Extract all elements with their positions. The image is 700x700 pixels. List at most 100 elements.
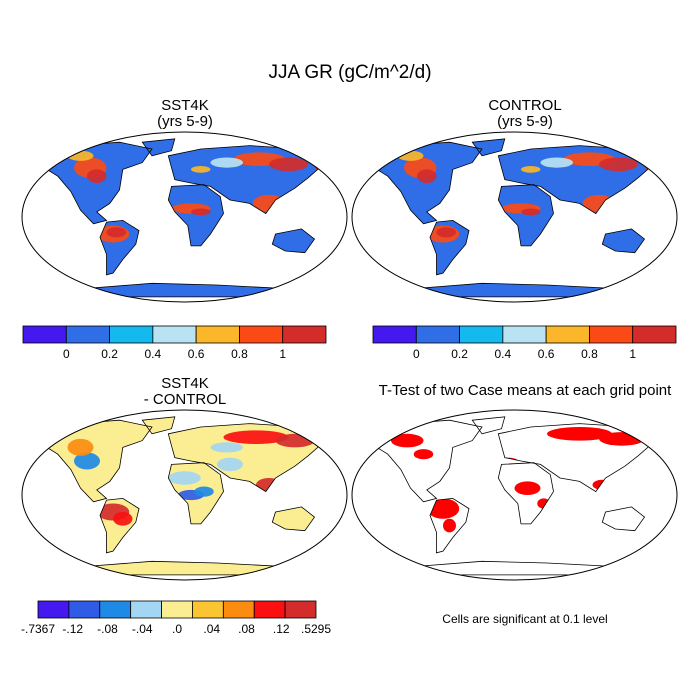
colorbar-swatch (68, 600, 101, 619)
coastline-north-america (371, 141, 483, 225)
colorbar-swatch (99, 600, 132, 619)
colorbar-tick-label: .08 (238, 622, 255, 636)
colorbar-tick-label: -.12 (62, 622, 83, 636)
coastline-greenland (471, 416, 506, 435)
coastline-north-america (41, 419, 153, 503)
colorbar-tick-label: 0.4 (495, 347, 512, 361)
coastline-eurasia (167, 423, 329, 493)
map-panel-diff (21, 409, 348, 581)
colorbar-swatch (161, 600, 193, 619)
value-region (644, 160, 658, 172)
colorbar-swatch (253, 600, 286, 619)
significant-region (514, 481, 541, 496)
colorbar-tick-label: 0.6 (538, 347, 555, 361)
coastline-south-america (429, 219, 470, 276)
colorbar-control: 0 0.2 0.4 0.6 0.8 1 (372, 325, 677, 361)
colorbar-sst4k: 0 0.2 0.4 0.6 0.8 1 (22, 325, 327, 361)
value-region (223, 430, 289, 445)
coastline-eurasia (167, 145, 329, 215)
value-region (210, 442, 243, 453)
coastline-south-america (429, 497, 470, 554)
colorbar-swatch (239, 325, 284, 344)
coastline-africa (497, 184, 554, 247)
land-africa (168, 184, 224, 246)
coastline-australia (601, 506, 646, 532)
coastline-greenland (141, 416, 176, 435)
colorbar-tick-label: 0.8 (231, 347, 248, 361)
colorbar-swatch (415, 325, 460, 344)
colorbar-tick-label: -.04 (132, 622, 153, 636)
panel-title-line1: CONTROL (488, 97, 562, 114)
land-australia (602, 228, 645, 253)
value-region (540, 157, 573, 168)
land-antarctica (80, 561, 289, 575)
colorbar-swatch (545, 325, 590, 344)
panel-title-line2: - CONTROL (143, 391, 227, 408)
colorbar-tick-label: 0.6 (188, 347, 205, 361)
value-region (314, 160, 328, 172)
value-region (599, 157, 638, 172)
colorbar-tick-label: .0 (172, 622, 182, 636)
map-border (351, 131, 678, 303)
ocean (352, 410, 677, 580)
value-region (436, 227, 456, 238)
panel-title-line2: (yrs 5-9) (157, 113, 213, 130)
map-panel-control (351, 131, 678, 303)
map-panel-sst4k (21, 131, 348, 303)
colorbar-swatch (502, 325, 547, 344)
significant-region (391, 433, 424, 448)
value-region (521, 208, 541, 216)
colorbar-swatch (37, 600, 70, 619)
colorbar-swatch (65, 325, 110, 344)
colorbar-swatch (284, 600, 317, 619)
coastline-africa (497, 462, 554, 525)
value-region (194, 486, 214, 497)
panel-title-line1: SST4K (161, 375, 209, 392)
value-region (417, 169, 437, 183)
panel-title-diff: SST4K - CONTROL (20, 376, 350, 408)
coastline-eurasia (497, 423, 659, 493)
colorbar-diff: -.7367 -.12 -.08 -.04 .0 .04 .08 .12 .5295 (21, 600, 331, 636)
coastline-south-america (99, 497, 140, 554)
panel-title-line1: T-Test of two Case means at each grid po… (378, 382, 672, 399)
colorbar-swatch (589, 325, 634, 344)
coastline-eurasia (497, 145, 659, 215)
colorbar-tick-label: .04 (203, 622, 220, 636)
colorbar-tick-label: 1 (629, 347, 636, 361)
colorbar-tick-label: 0 (413, 347, 420, 361)
land-north-america (371, 142, 482, 224)
coastline-greenland (141, 138, 176, 157)
colorbar-tick-label: -.7367 (21, 622, 55, 636)
colorbar-tick-label: 0.8 (581, 347, 598, 361)
coastline-australia (271, 506, 316, 532)
significant-region (547, 427, 612, 441)
colorbar-swatch (459, 325, 504, 344)
colorbar-tick-label: .12 (273, 622, 290, 636)
panel-title-line2: (yrs 5-9) (497, 113, 553, 130)
colorbar-swatch (632, 325, 677, 344)
colorbar-tick-label: 0.4 (145, 347, 162, 361)
colorbar-swatch (152, 325, 197, 344)
colorbar-tick-label: .5295 (301, 622, 331, 636)
value-region (269, 157, 308, 172)
colorbar-swatch (22, 325, 67, 344)
colorbar-swatch (282, 325, 327, 344)
value-region (521, 166, 541, 173)
figure-title: JJA GR (gC/m^2/d) (268, 62, 432, 83)
value-region (191, 166, 211, 173)
value-region (217, 457, 243, 472)
coastline-greenland (471, 138, 506, 157)
value-region (113, 512, 133, 526)
land-north-america (41, 142, 152, 224)
coastline-africa (167, 462, 224, 525)
significant-region (413, 449, 434, 460)
panel-title-line1: SST4K (161, 97, 209, 114)
significant-region (443, 518, 456, 533)
colorbar-tick-label: 0.2 (101, 347, 118, 361)
coastline-north-america (371, 419, 483, 503)
land-antarctica (410, 283, 619, 297)
value-region (106, 227, 126, 238)
map-border (21, 409, 348, 581)
colorbar-tick-label: 0.2 (451, 347, 468, 361)
